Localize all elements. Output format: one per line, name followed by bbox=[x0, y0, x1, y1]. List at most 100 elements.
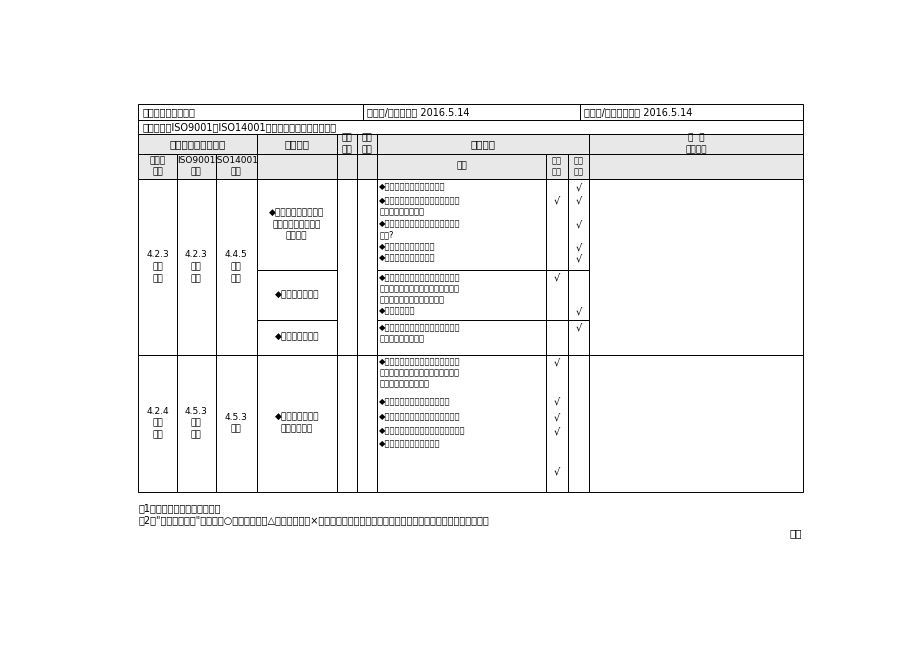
Text: ◆是否有保存期限的规定？: ◆是否有保存期限的规定？ bbox=[379, 439, 440, 449]
Bar bbox=[545, 270, 567, 320]
Text: √: √ bbox=[574, 196, 581, 206]
Bar bbox=[357, 179, 377, 355]
Bar bbox=[567, 270, 589, 320]
Text: 现场
检查: 现场 检查 bbox=[573, 156, 583, 176]
Bar bbox=[357, 154, 377, 179]
Bar bbox=[567, 320, 589, 355]
Text: √: √ bbox=[574, 323, 581, 333]
Text: √: √ bbox=[553, 466, 560, 476]
Text: ◆使用处是否都使用适应文件的有效
版本?: ◆使用处是否都使用适应文件的有效 版本? bbox=[379, 219, 460, 239]
Bar bbox=[589, 154, 802, 179]
Text: ISO14001
条款: ISO14001 条款 bbox=[214, 156, 258, 176]
Bar bbox=[545, 154, 567, 179]
Text: ◆程序中是否对记录的标识、收集编
目、归档、保存、维护、查阅、处置
等管理内容做了规定？: ◆程序中是否对记录的标识、收集编 目、归档、保存、维护、查阅、处置 等管理内容做… bbox=[379, 357, 460, 389]
Bar bbox=[377, 134, 589, 154]
Text: 注2："检查结果记录"栏：符合○，轻微不符合△，严重不符合×（有不符合时要记录证据，并要求受审核部门当事人签名确认）。: 注2："检查结果记录"栏：符合○，轻微不符合△，严重不符合×（有不符合时要记录证… bbox=[138, 516, 489, 525]
Text: √: √ bbox=[574, 306, 581, 316]
Bar bbox=[377, 270, 545, 320]
Bar bbox=[256, 270, 336, 320]
Text: ◆本组织与有关的记录有哪些？: ◆本组织与有关的记录有哪些？ bbox=[379, 397, 450, 406]
Bar bbox=[256, 355, 336, 492]
Text: √: √ bbox=[553, 397, 560, 407]
Text: √: √ bbox=[553, 426, 560, 436]
Bar bbox=[357, 355, 377, 492]
Bar bbox=[589, 134, 802, 154]
Text: 续表: 续表 bbox=[789, 528, 800, 538]
Text: 提问: 提问 bbox=[456, 162, 466, 171]
Text: √: √ bbox=[553, 412, 560, 422]
Text: 检  查
结果记录: 检 查 结果记录 bbox=[685, 133, 706, 154]
Text: 审核人/日期：纪阳林 2016.5.14: 审核人/日期：纪阳林 2016.5.14 bbox=[584, 107, 691, 117]
Text: 4.2.3
文件
控制: 4.2.3 文件 控制 bbox=[146, 251, 169, 283]
Text: 注1：文件查阅含记录的查阅。: 注1：文件查阅含记录的查阅。 bbox=[138, 503, 221, 513]
Bar bbox=[545, 355, 567, 492]
Text: √: √ bbox=[574, 242, 581, 252]
Text: 检查方法: 检查方法 bbox=[471, 139, 495, 149]
Text: 是否
适用: 是否 适用 bbox=[341, 133, 352, 154]
Bar bbox=[589, 179, 802, 355]
Text: ◆文件的查找是否方便？: ◆文件的查找是否方便？ bbox=[379, 242, 436, 251]
Bar bbox=[336, 179, 357, 355]
Bar bbox=[567, 154, 589, 179]
Text: 一体化管理体系要求: 一体化管理体系要求 bbox=[169, 139, 225, 149]
Bar bbox=[256, 179, 336, 270]
Bar bbox=[138, 179, 176, 355]
Bar bbox=[336, 355, 357, 492]
Bar bbox=[138, 104, 363, 120]
Text: ISO9001
条款: ISO9001 条款 bbox=[177, 156, 215, 176]
Text: ◆是否对保留的作废文件进行标识和
管理，以防止误用？: ◆是否对保留的作废文件进行标识和 管理，以防止误用？ bbox=[379, 323, 460, 343]
Text: ◆执行的如何？: ◆执行的如何？ bbox=[379, 306, 415, 315]
Text: ◆作废文件的管理: ◆作废文件的管理 bbox=[274, 333, 319, 342]
Bar bbox=[216, 154, 256, 179]
Bar bbox=[138, 355, 176, 492]
Bar bbox=[579, 104, 802, 120]
Bar bbox=[336, 134, 357, 154]
Bar bbox=[256, 320, 336, 355]
Text: ◆外来文件的控制: ◆外来文件的控制 bbox=[274, 290, 319, 299]
Bar bbox=[377, 320, 545, 355]
Bar bbox=[357, 134, 377, 154]
Bar bbox=[176, 355, 216, 492]
Text: 4.4.5
文件
控制: 4.4.5 文件 控制 bbox=[224, 251, 247, 283]
Bar bbox=[545, 179, 567, 270]
Text: ◆是否对外来文件夹的收集、审查、
批准、归档、发放、使用、评审、更
新、补充和作废等作了规定？: ◆是否对外来文件夹的收集、审查、 批准、归档、发放、使用、评审、更 新、补充和作… bbox=[379, 273, 460, 304]
Text: 编制人/日期：王丹 2016.5.14: 编制人/日期：王丹 2016.5.14 bbox=[367, 107, 469, 117]
Bar bbox=[567, 355, 589, 492]
Text: √: √ bbox=[574, 219, 581, 229]
Text: ◆文件的编写、批准、
发布、保管、修订、
评审情况: ◆文件的编写、批准、 发布、保管、修订、 评审情况 bbox=[269, 208, 324, 241]
Text: ◆程序中是否包含对记录的质量要求？: ◆程序中是否包含对记录的质量要求？ bbox=[379, 426, 465, 435]
Text: 一体化
条款: 一体化 条款 bbox=[150, 156, 165, 176]
Text: √: √ bbox=[574, 183, 581, 193]
Bar bbox=[545, 320, 567, 355]
Bar bbox=[138, 154, 176, 179]
Text: 4.5.3
记录: 4.5.3 记录 bbox=[224, 413, 247, 434]
Text: ◆与受审核部门有关的记录有哪些？: ◆与受审核部门有关的记录有哪些？ bbox=[379, 412, 460, 421]
Text: √: √ bbox=[553, 273, 560, 283]
Bar bbox=[256, 154, 336, 179]
Text: √: √ bbox=[553, 196, 560, 206]
Bar bbox=[589, 355, 802, 492]
Bar bbox=[138, 134, 256, 154]
Text: 受审核部门：综管部: 受审核部门：综管部 bbox=[142, 107, 195, 117]
Text: 文件
查阅: 文件 查阅 bbox=[551, 156, 562, 176]
Bar bbox=[377, 179, 545, 270]
Bar bbox=[336, 154, 357, 179]
Text: 审核准则：ISO9001、ISO14001、体系文件、适用法律法规: 审核准则：ISO9001、ISO14001、体系文件、适用法律法规 bbox=[142, 122, 335, 132]
Bar bbox=[377, 154, 545, 179]
Text: 4.2.3
文件
控制: 4.2.3 文件 控制 bbox=[185, 251, 208, 283]
Bar bbox=[256, 134, 336, 154]
Text: 检查内容: 检查内容 bbox=[284, 139, 309, 149]
Text: ◆识别文件现行修改状态的方法是什
么？是否满足要求？: ◆识别文件现行修改状态的方法是什 么？是否满足要求？ bbox=[379, 196, 460, 216]
Bar bbox=[138, 120, 802, 134]
Text: ◆文件的保管是否有效？: ◆文件的保管是否有效？ bbox=[379, 254, 436, 263]
Text: √: √ bbox=[553, 357, 560, 368]
Bar bbox=[377, 355, 545, 492]
Bar bbox=[176, 154, 216, 179]
Text: 4.5.3
记录
控制: 4.5.3 记录 控制 bbox=[185, 407, 208, 439]
Bar bbox=[567, 179, 589, 270]
Bar bbox=[216, 355, 256, 492]
Bar bbox=[216, 179, 256, 355]
Text: 4.2.4
记录
控制: 4.2.4 记录 控制 bbox=[146, 407, 169, 439]
Bar bbox=[176, 179, 216, 355]
Text: ◆文件修改后是否重新批准？: ◆文件修改后是否重新批准？ bbox=[379, 183, 446, 192]
